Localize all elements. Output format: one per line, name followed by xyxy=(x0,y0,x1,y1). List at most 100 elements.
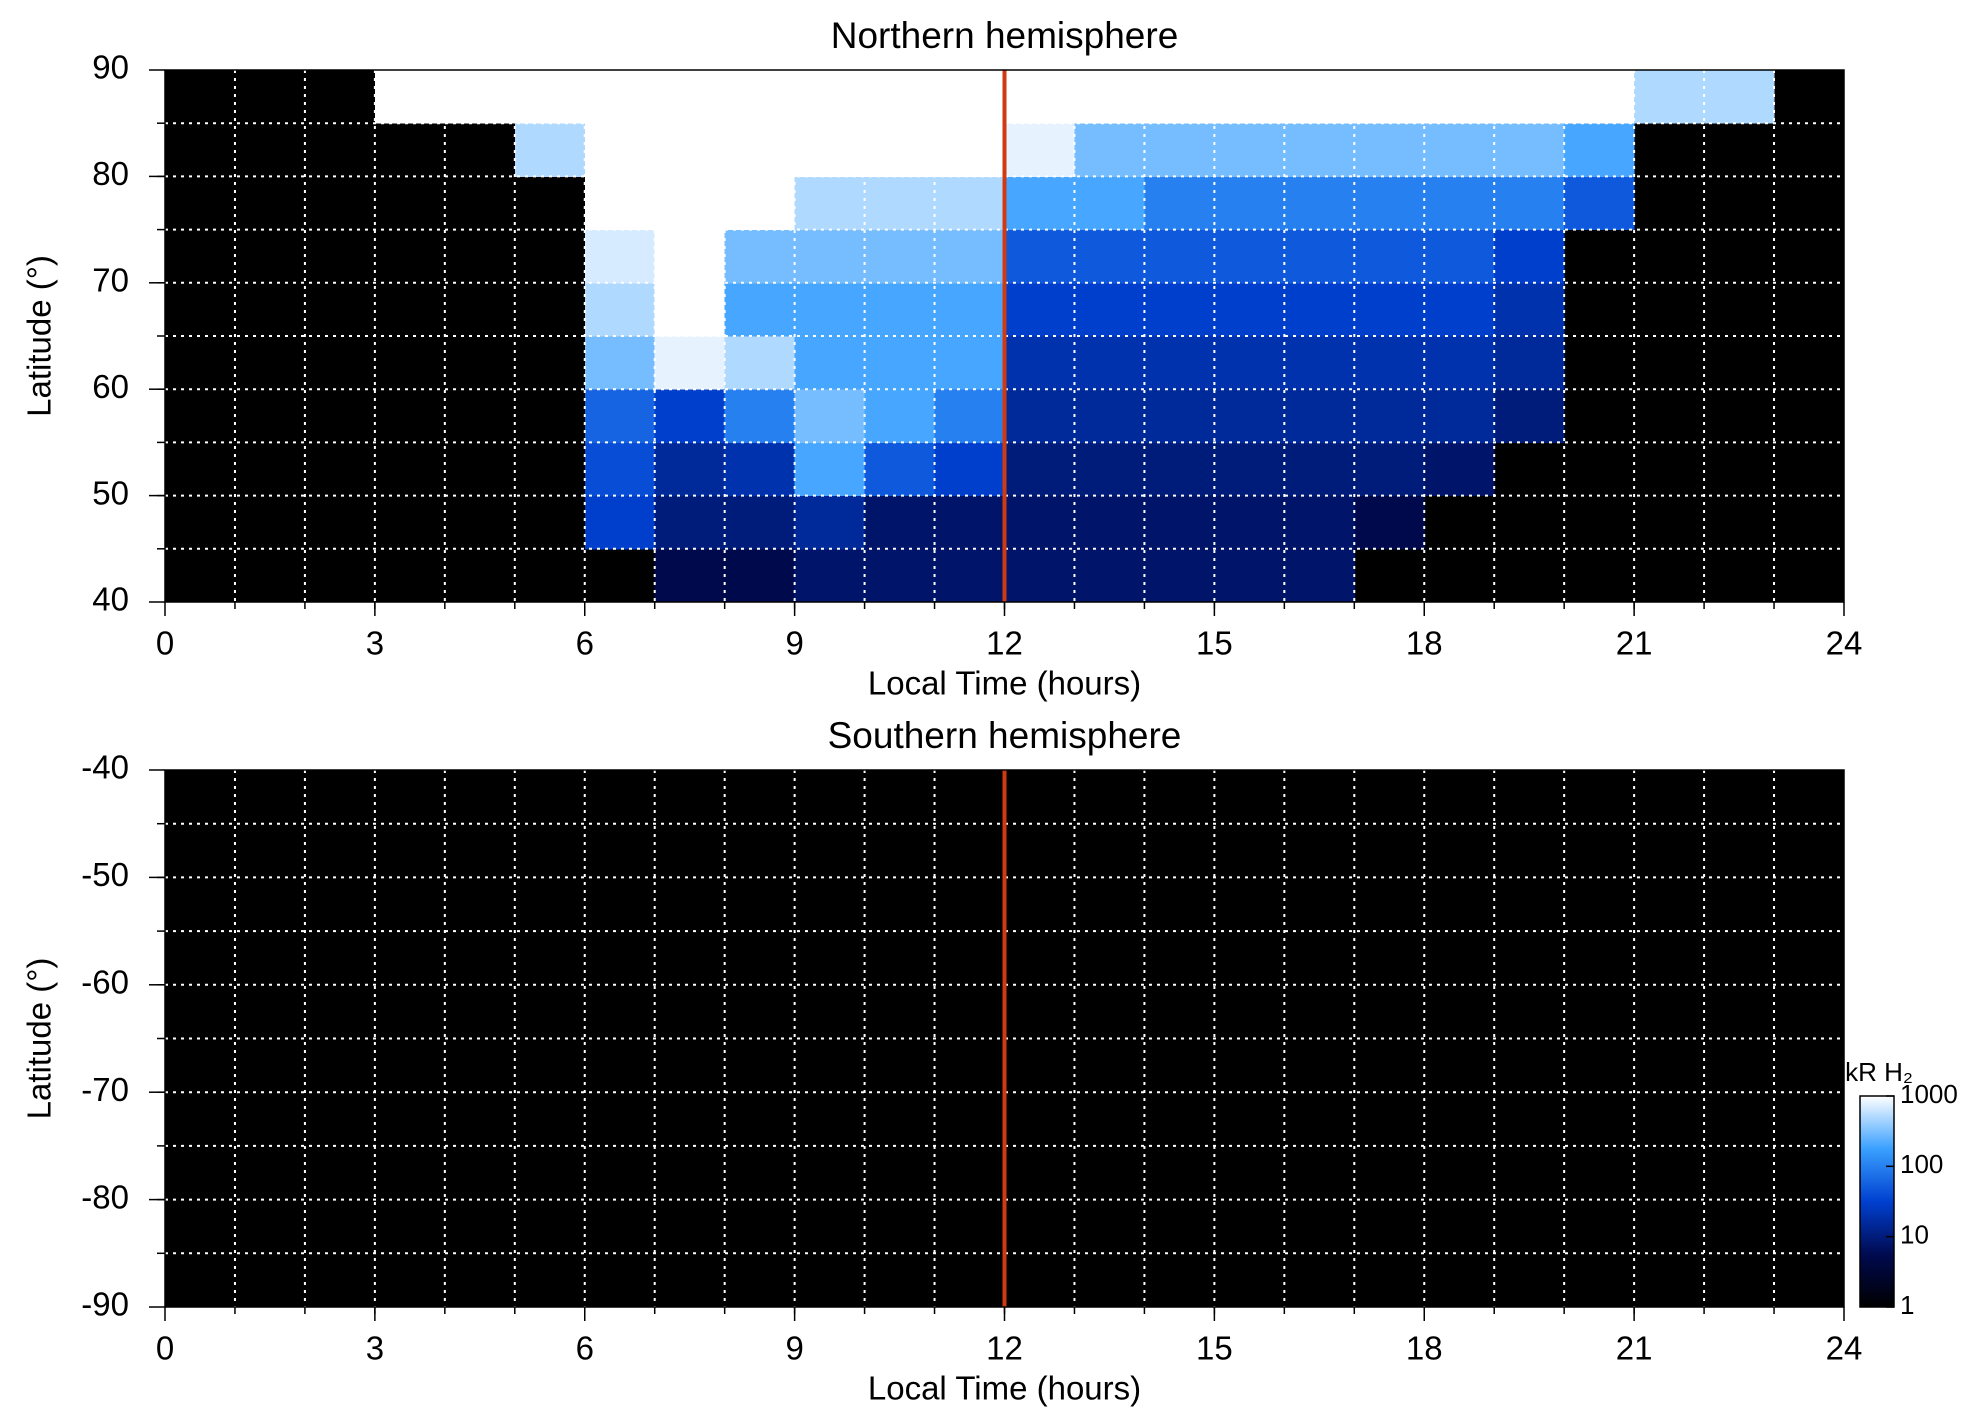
heatmap-cell xyxy=(1494,389,1565,443)
heatmap-cell xyxy=(1424,389,1495,443)
heatmap-cell xyxy=(1144,548,1215,603)
y-tick-label: 60 xyxy=(92,368,129,405)
heatmap-cell xyxy=(794,389,866,443)
heatmap-cell xyxy=(1354,442,1425,497)
heatmap-cell xyxy=(1074,282,1145,337)
x-tick-label: 12 xyxy=(986,625,1023,662)
heatmap-cell xyxy=(1214,336,1285,390)
heatmap-cell xyxy=(1074,548,1145,603)
y-tick-label: -90 xyxy=(81,1286,129,1323)
heatmap-cell xyxy=(1004,336,1075,390)
heatmap-cell xyxy=(864,389,936,443)
heatmap-cell xyxy=(1354,229,1425,284)
heatmap-cell xyxy=(654,389,726,443)
colorbar-tick-label: 1000 xyxy=(1900,1079,1958,1109)
heatmap-cell xyxy=(794,282,866,337)
heatmap-cell xyxy=(1424,70,1495,124)
heatmap-cell xyxy=(934,389,1005,443)
heatmap-cell xyxy=(794,336,866,390)
heatmap-cell xyxy=(654,123,726,177)
heatmap-cell xyxy=(1004,389,1075,443)
heatmap-cell xyxy=(654,336,726,390)
heatmap-cell xyxy=(584,336,656,390)
heatmap-cell xyxy=(1354,123,1425,177)
heatmap-cell xyxy=(1074,442,1145,497)
x-tick-label: 9 xyxy=(785,1330,803,1367)
heatmap-cell xyxy=(1074,70,1145,124)
heatmap-cell xyxy=(1004,548,1075,603)
heatmap-cell xyxy=(654,282,726,337)
heatmap-cell xyxy=(374,70,446,124)
x-tick-label: 0 xyxy=(156,625,174,662)
heatmap-cell xyxy=(864,495,936,550)
heatmap-cell xyxy=(794,176,866,231)
heatmap-cell xyxy=(1144,176,1215,231)
heatmap-cell xyxy=(1074,495,1145,550)
y-tick-label: 80 xyxy=(92,155,129,192)
heatmap-cell xyxy=(1424,123,1495,177)
heatmap-cell xyxy=(864,336,936,390)
heatmap-cell xyxy=(1004,282,1075,337)
heatmap-cell xyxy=(724,70,796,124)
heatmap-cell xyxy=(1144,495,1215,550)
heatmap-cell xyxy=(1004,123,1075,177)
heatmap-cell xyxy=(724,495,796,550)
heatmap-cell xyxy=(1074,389,1145,443)
heatmap-cell xyxy=(864,548,936,603)
heatmap-cell xyxy=(864,442,936,497)
colorbar xyxy=(1859,1095,1895,1308)
y-tick-label: 90 xyxy=(92,49,129,86)
heatmap-cell xyxy=(1284,123,1355,177)
heatmap-cell xyxy=(1004,70,1075,124)
x-tick-label: 9 xyxy=(785,625,803,662)
x-axis-label: Local Time (hours) xyxy=(868,1370,1141,1407)
heatmap-cell xyxy=(934,229,1005,284)
heatmap-cell xyxy=(1144,389,1215,443)
heatmap-cell xyxy=(1004,176,1075,231)
heatmap-cell xyxy=(1284,336,1355,390)
heatmap-cell xyxy=(1424,282,1495,337)
x-tick-label: 0 xyxy=(156,1330,174,1367)
heatmap-cell xyxy=(934,548,1005,603)
heatmap-cell xyxy=(794,70,866,124)
heatmap-cell xyxy=(794,548,866,603)
x-tick-label: 24 xyxy=(1826,625,1863,662)
heatmap-cell xyxy=(1354,495,1425,550)
heatmap-cell xyxy=(1004,229,1075,284)
x-tick-label: 3 xyxy=(366,1330,384,1367)
colorbar-tick-label: 1 xyxy=(1900,1290,1914,1320)
heatmap-cell xyxy=(724,389,796,443)
heatmap-cell xyxy=(1354,282,1425,337)
heatmap-cell xyxy=(794,495,866,550)
heatmap-cell xyxy=(864,229,936,284)
heatmap-cell xyxy=(1144,336,1215,390)
heatmap-cell xyxy=(1354,70,1425,124)
heatmap-cell xyxy=(1214,229,1285,284)
x-tick-label: 18 xyxy=(1406,1330,1443,1367)
heatmap-cell xyxy=(794,123,866,177)
heatmap-cell xyxy=(934,495,1005,550)
y-tick-label: -80 xyxy=(81,1178,129,1215)
heatmap-cell xyxy=(1354,176,1425,231)
colorbar-tick-label: 100 xyxy=(1900,1149,1943,1179)
heatmap-cell xyxy=(1214,70,1285,124)
heatmap-cell xyxy=(724,282,796,337)
heatmap-cell xyxy=(1494,336,1565,390)
heatmap-cell xyxy=(584,123,656,177)
heatmap-cell xyxy=(584,389,656,443)
heatmap-cell xyxy=(934,336,1005,390)
heatmap-cell xyxy=(654,495,726,550)
heatmap-cell xyxy=(1564,70,1635,124)
heatmap-cell xyxy=(654,442,726,497)
heatmap-cell xyxy=(1564,176,1635,231)
y-axis-label: Latitude (°) xyxy=(21,255,58,417)
x-tick-label: 24 xyxy=(1826,1330,1863,1367)
heatmap-cell xyxy=(1424,442,1495,497)
y-tick-label: -50 xyxy=(81,856,129,893)
heatmap-cell xyxy=(444,70,516,124)
x-tick-label: 12 xyxy=(986,1330,1023,1367)
heatmap-cell xyxy=(1214,548,1285,603)
heatmap-cell xyxy=(1634,70,1705,124)
x-tick-label: 6 xyxy=(576,1330,594,1367)
